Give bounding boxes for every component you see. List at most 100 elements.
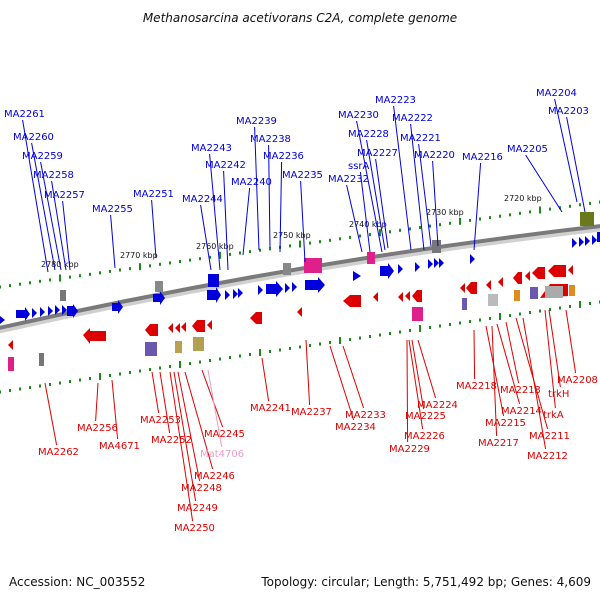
gene-arrow-reverse[interactable] — [181, 322, 186, 332]
gene-arrow-reverse[interactable] — [405, 291, 410, 301]
gene-arrow-forward[interactable] — [434, 258, 439, 268]
gene-label[interactable]: MA2249 — [177, 503, 218, 514]
gene-arrow-reverse[interactable] — [532, 267, 545, 279]
gene-label[interactable]: MA4671 — [99, 441, 140, 452]
gene-label[interactable]: MA2237 — [291, 407, 332, 418]
gene-label[interactable]: MA2230 — [338, 110, 379, 121]
gene-arrow-forward[interactable] — [67, 304, 78, 318]
gene-arrow-reverse[interactable] — [343, 295, 361, 307]
gene-label[interactable]: MA2233 — [345, 410, 386, 421]
gene-label[interactable]: MA2256 — [77, 423, 118, 434]
gene-block-rna[interactable] — [8, 357, 14, 371]
gene-block-other[interactable] — [155, 281, 163, 292]
gene-arrow-forward[interactable] — [48, 306, 53, 316]
gene-arrow-reverse[interactable] — [168, 323, 173, 333]
gene-label[interactable]: MA2244 — [182, 194, 223, 205]
gene-arrow-forward[interactable] — [62, 305, 67, 315]
gene-arrow-forward[interactable] — [428, 259, 433, 269]
gene-arrow-reverse[interactable] — [498, 277, 503, 287]
gene-block-other[interactable] — [530, 287, 538, 299]
gene-block-other[interactable] — [514, 290, 520, 301]
gene-label[interactable]: MA2222 — [392, 113, 433, 124]
gene-label[interactable]: MA2204 — [536, 88, 577, 99]
gene-label[interactable]: Mat4706 — [200, 449, 244, 460]
gene-label[interactable]: MA2218 — [456, 381, 497, 392]
gene-arrow-forward[interactable] — [380, 263, 394, 279]
gene-label[interactable]: MA2213 — [500, 385, 541, 396]
gene-label[interactable]: MA2241 — [250, 403, 291, 414]
gene-arrow-reverse[interactable] — [145, 324, 158, 336]
gene-arrow-reverse[interactable] — [486, 280, 491, 290]
gene-arrow-forward[interactable] — [207, 287, 221, 303]
gene-label[interactable]: MA2217 — [478, 438, 519, 449]
gene-label[interactable]: MA2239 — [236, 116, 277, 127]
gene-label[interactable]: MA2250 — [174, 523, 215, 534]
gene-arrow-reverse[interactable] — [460, 283, 465, 293]
gene-label[interactable]: MA2238 — [250, 134, 291, 145]
gene-arrow-forward[interactable] — [233, 289, 238, 299]
gene-arrow-forward[interactable] — [258, 285, 263, 295]
gene-label[interactable]: MA2257 — [44, 190, 85, 201]
gene-arrow-reverse[interactable] — [398, 292, 403, 302]
gene-arrow-forward[interactable] — [470, 254, 475, 264]
gene-block-other[interactable] — [175, 341, 182, 353]
gene-arrow-reverse[interactable] — [513, 272, 522, 284]
gene-block-other[interactable] — [283, 263, 291, 275]
gene-arrow-forward[interactable] — [32, 308, 37, 318]
gene-arrow-forward[interactable] — [572, 238, 577, 248]
gene-label[interactable]: MA2221 — [400, 133, 441, 144]
gene-label[interactable]: MA2220 — [414, 150, 455, 161]
gene-label[interactable]: MA2212 — [527, 451, 568, 462]
gene-label[interactable]: MA2215 — [485, 418, 526, 429]
gene-arrow-forward[interactable] — [585, 236, 590, 246]
gene-arrow-reverse[interactable] — [412, 290, 422, 302]
gene-label[interactable]: MA2225 — [405, 411, 446, 422]
gene-block-other[interactable] — [545, 286, 563, 298]
gene-label[interactable]: MA2234 — [335, 422, 376, 433]
gene-arrow-forward[interactable] — [0, 316, 5, 324]
gene-arrow-forward[interactable] — [292, 282, 297, 292]
gene-label[interactable]: MA2255 — [92, 204, 133, 215]
gene-arrow-forward[interactable] — [225, 290, 230, 300]
gene-arrow-forward[interactable] — [398, 264, 403, 274]
gene-label[interactable]: MA2229 — [389, 444, 430, 455]
gene-label[interactable]: MA2228 — [348, 129, 389, 140]
gene-arrow-forward[interactable] — [597, 232, 600, 242]
gene-label[interactable]: MA2243 — [191, 143, 232, 154]
gene-label[interactable]: MA2214 — [501, 406, 542, 417]
gene-label[interactable]: MA2259 — [22, 151, 63, 162]
gene-label[interactable]: MA2253 — [140, 415, 181, 426]
gene-arrow-forward[interactable] — [16, 307, 30, 321]
gene-arrow-reverse[interactable] — [297, 307, 302, 317]
gene-arrow-forward[interactable] — [579, 237, 584, 247]
gene-label[interactable]: MA2260 — [13, 132, 54, 143]
gene-label[interactable]: MA2236 — [263, 151, 304, 162]
gene-block-rna[interactable] — [367, 252, 375, 264]
gene-arrow-forward[interactable] — [305, 277, 325, 293]
gene-block-other[interactable] — [145, 342, 157, 356]
gene-label[interactable]: MA2227 — [357, 148, 398, 159]
gene-arrow-forward[interactable] — [353, 271, 361, 281]
gene-label[interactable]: MA2224 — [417, 400, 458, 411]
gene-block-other[interactable] — [569, 285, 575, 296]
gene-label[interactable]: MA2251 — [133, 189, 174, 200]
gene-arrow-forward[interactable] — [266, 281, 283, 297]
gene-label[interactable]: MA2240 — [231, 177, 272, 188]
gene-arrow-reverse[interactable] — [83, 328, 106, 344]
gene-arrow-reverse[interactable] — [373, 292, 378, 302]
gene-block-other[interactable] — [432, 240, 441, 253]
gene-arrow-forward[interactable] — [592, 235, 597, 245]
gene-block-forward[interactable] — [208, 274, 219, 287]
gene-block-other[interactable] — [580, 212, 594, 226]
gene-arrow-reverse[interactable] — [175, 323, 180, 333]
gene-arrow-forward[interactable] — [112, 300, 123, 314]
gene-arrow-reverse[interactable] — [250, 312, 262, 324]
gene-label[interactable]: MA2232 — [328, 174, 369, 185]
gene-block-other[interactable] — [39, 353, 44, 366]
gene-arrow-reverse[interactable] — [192, 320, 205, 332]
gene-label[interactable]: trkA — [543, 410, 564, 421]
gene-block-other[interactable] — [462, 298, 467, 310]
gene-block-other[interactable] — [193, 337, 204, 351]
gene-arrow-forward[interactable] — [238, 288, 243, 298]
gene-label[interactable]: MA2203 — [548, 106, 589, 117]
